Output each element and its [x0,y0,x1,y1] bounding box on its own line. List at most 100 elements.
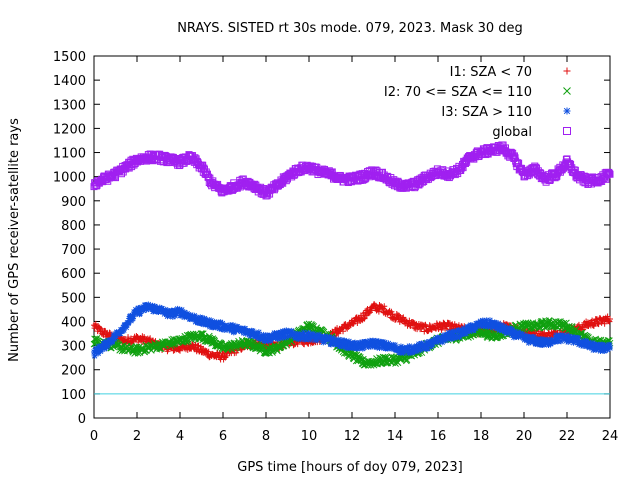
data-point [343,338,350,345]
data-point [150,308,157,315]
data-point [300,329,307,336]
data-point [120,327,127,334]
data-point [178,306,185,313]
data-point [579,340,586,347]
data-point [200,319,207,326]
data-point [233,343,241,351]
data-point [397,343,404,350]
legend-label: I1: SZA < 70 [450,65,532,80]
data-point [556,334,563,341]
x-tick-label: 8 [262,429,270,444]
data-point [599,342,606,349]
data-point [480,318,487,325]
data-point [472,323,479,330]
data-point [222,322,229,329]
x-tick-label: 2 [133,429,141,444]
data-point [149,302,156,309]
data-point [127,312,134,319]
data-point [134,349,142,357]
y-tick-label: 0 [78,412,86,427]
x-tick-label: 14 [387,429,404,444]
data-point [402,348,409,355]
data-point [465,326,472,333]
data-point [385,340,392,347]
series-global [90,141,614,200]
data-point [589,339,596,346]
y-tick-label: 800 [61,219,86,234]
data-point [442,337,449,344]
y-tick-label: 200 [61,364,86,379]
data-point [418,340,425,347]
data-point [456,334,463,341]
data-point [242,330,249,337]
x-tick-label: 16 [430,429,447,444]
data-point [544,336,551,343]
data-point [381,339,388,346]
data-point [417,346,424,353]
data-point [99,343,106,350]
y-tick-label: 100 [61,388,86,403]
data-point [112,334,119,341]
data-point [206,317,213,324]
data-point [145,301,152,308]
data-point [438,335,445,342]
data-point [396,312,403,319]
data-point [346,345,353,352]
legend-marker [563,67,571,75]
y-tick-label: 1400 [53,74,86,89]
data-point [368,340,375,347]
data-point [607,316,613,323]
data-point [445,329,452,336]
data-point [320,339,327,346]
data-point [193,315,200,322]
data-point [260,331,267,338]
x-tick-label: 4 [176,429,184,444]
x-tick-label: 12 [344,429,361,444]
data-point [593,346,600,353]
data-point [205,332,213,340]
data-point [585,339,592,346]
data-point [387,358,395,366]
y-axis-label: Number of GPS receiver-satellite rays [7,118,22,362]
data-point [198,315,205,322]
data-point [439,339,446,346]
data-point [255,329,262,336]
data-point [114,331,121,338]
data-point [519,331,526,338]
data-point [448,321,455,328]
legend-label: global [492,125,532,140]
data-point [569,324,576,331]
data-point [498,322,505,329]
data-point [181,309,188,316]
data-point [169,313,176,320]
data-point [509,326,516,333]
data-point [457,327,464,334]
data-point [591,341,598,348]
y-tick-label: 500 [61,291,86,306]
data-point [129,315,136,322]
data-point [117,330,124,337]
data-point [360,342,367,349]
data-point [602,175,610,183]
data-point [416,344,423,351]
y-tick-label: 1500 [53,50,86,65]
data-point [605,170,613,178]
x-tick-label: 18 [473,429,490,444]
data-point [288,327,295,334]
data-point [221,326,228,333]
data-point [223,352,230,359]
y-axis: 0 100 200 300 400 500 600 700 800 900 1000 1100 1200… [53,50,610,427]
data-point [388,308,395,315]
data-point [346,338,353,345]
data-point [428,343,435,350]
data-point [531,335,538,342]
plot-frame [93,55,611,419]
data-point [97,348,104,355]
data-point [578,338,585,345]
data-point [261,334,268,341]
data-point [487,323,494,330]
data-point [167,312,174,319]
data-point [511,328,518,335]
data-point [314,334,321,341]
